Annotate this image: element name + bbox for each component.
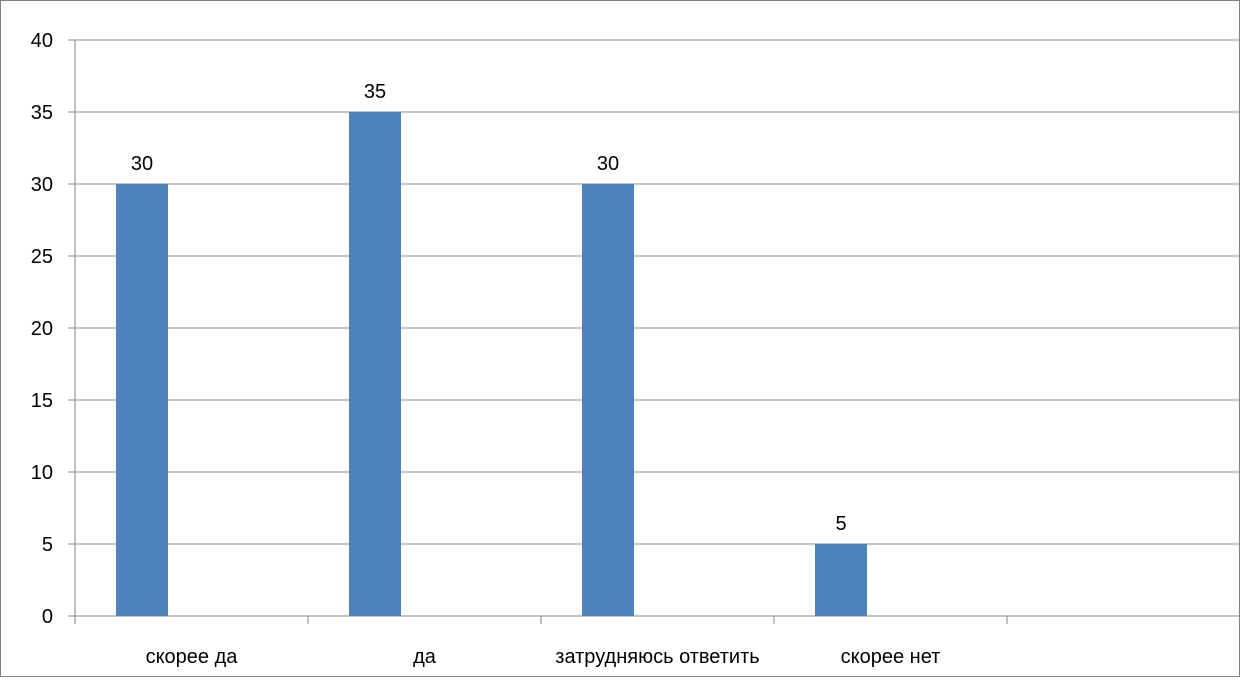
x-tick-label: скорее да	[146, 646, 239, 668]
bar	[116, 184, 168, 616]
data-label: 5	[835, 513, 846, 535]
y-tick-label: 30	[31, 174, 53, 196]
y-tick-label: 40	[31, 30, 53, 52]
y-tick-label: 15	[31, 390, 53, 412]
y-tick-label: 5	[42, 534, 53, 556]
y-tick-label: 25	[31, 246, 53, 268]
y-tick-labels: 0 5 10 15 20 25 30 35 40	[31, 30, 53, 628]
axes	[68, 39, 1240, 624]
x-tick-labels: скорее да да затрудняюсь ответить скорее не…	[146, 646, 941, 668]
y-tick-label: 20	[31, 318, 53, 340]
data-label: 30	[131, 153, 153, 175]
gridlines	[75, 39, 1240, 545]
bar	[349, 112, 401, 616]
data-label: 35	[364, 81, 386, 103]
data-label: 30	[597, 153, 619, 175]
x-tick-label: затрудняюсь ответить	[555, 646, 759, 668]
y-tick-label: 10	[31, 462, 53, 484]
x-tick-label: да	[413, 646, 437, 668]
x-tick-label: скорее нет	[841, 646, 941, 668]
bars	[116, 112, 867, 616]
bar	[582, 184, 634, 616]
bar	[815, 544, 867, 616]
data-labels: 30 35 30 5	[131, 81, 847, 535]
y-tick-label: 0	[42, 606, 53, 628]
y-tick-label: 35	[31, 102, 53, 124]
